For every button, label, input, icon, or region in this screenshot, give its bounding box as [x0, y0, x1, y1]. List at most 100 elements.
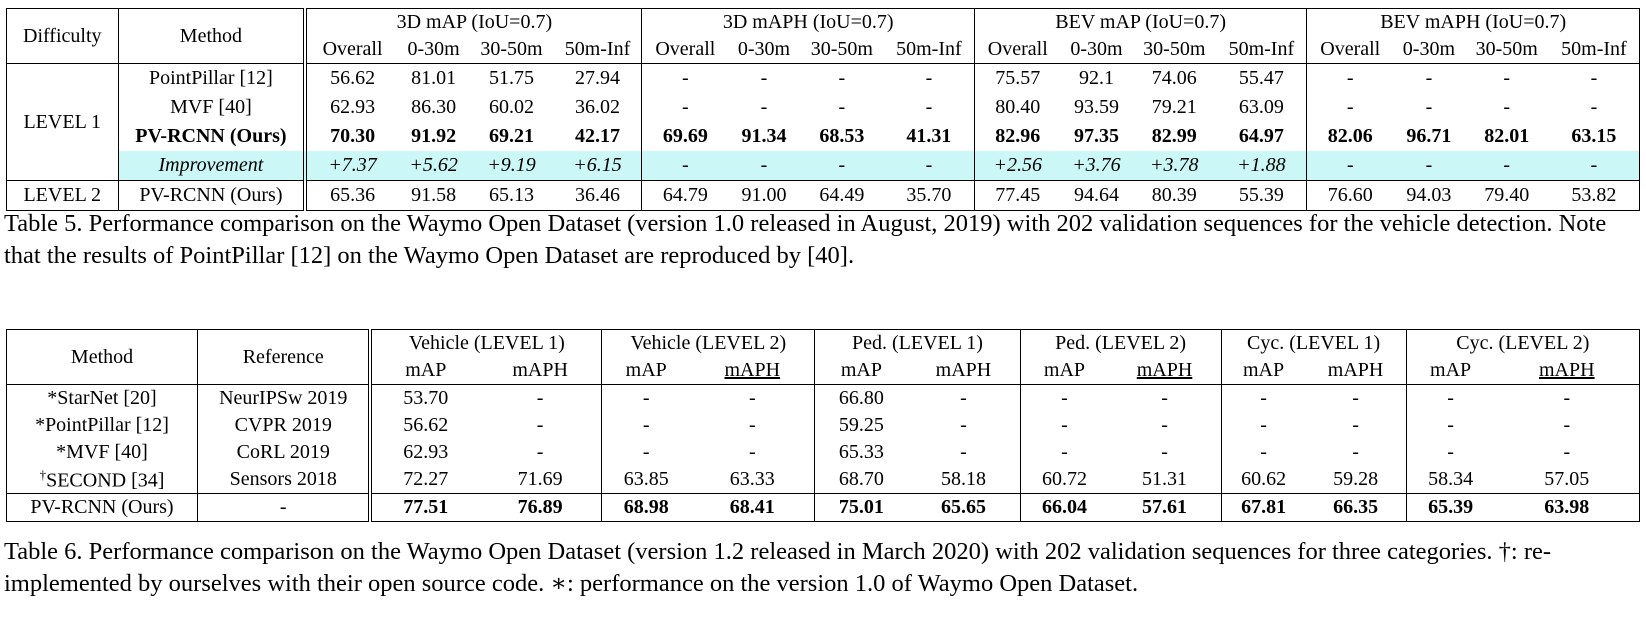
table-cell: 58.34: [1405, 466, 1495, 494]
subcol-header: Overall: [1306, 35, 1394, 64]
table-cell: 59.25: [814, 412, 908, 439]
table-cell: -: [1019, 384, 1109, 412]
table-cell: -: [760, 96, 768, 118]
table-cell: 64.49: [819, 184, 865, 206]
subcol-header: mAP: [368, 356, 480, 385]
table-cell: 60.72: [1019, 466, 1109, 494]
table-cell: -: [1494, 439, 1640, 466]
table-cell: 65.13: [488, 184, 534, 206]
header-reference: Reference: [197, 329, 371, 385]
table-cell: -: [1393, 151, 1465, 181]
table-cell: 65.33: [814, 439, 908, 466]
table-cell: 65.65: [940, 496, 986, 518]
table-cell: 67.81: [1220, 493, 1306, 522]
table-cell: 51.31: [1142, 468, 1188, 490]
dagger-mark: †: [39, 466, 47, 482]
table-cell: 69.21: [488, 125, 534, 147]
reference: -: [197, 493, 371, 522]
subcol-header: Overall: [641, 35, 729, 64]
table-6: Method Reference Vehicle (LEVEL 1) Vehic…: [5, 329, 1641, 522]
table-cell: 60.02: [488, 96, 534, 118]
table-cell: 66.80: [814, 384, 908, 412]
table-cell: -: [1494, 412, 1640, 439]
table-cell: +9.19: [469, 151, 554, 181]
table-cell: -: [1425, 67, 1433, 89]
table-cell: 58.18: [940, 468, 986, 490]
subcol-header: mAP: [1019, 356, 1109, 385]
table-cell: -: [1161, 441, 1168, 463]
table-cell: 59.28: [1333, 468, 1379, 490]
table-cell: 62.93: [368, 439, 480, 466]
table-cell: +6.15: [553, 151, 642, 181]
table-cell: 64.97: [1238, 125, 1284, 147]
table-cell: -: [1548, 93, 1640, 122]
table-cell: -: [1548, 63, 1640, 93]
header-group: BEV mAP (IoU=0.7): [973, 8, 1307, 35]
table-cell: -: [536, 387, 544, 409]
table-cell: 79.21: [1151, 96, 1197, 118]
subcol-header: Overall: [303, 35, 398, 64]
table-cell: 94.03: [1406, 184, 1452, 206]
table-6-caption: Table 6. Performance comparison on the W…: [4, 538, 1552, 597]
subcol-header: mAPH: [907, 356, 1020, 385]
table-cell: 63.15: [1548, 122, 1640, 151]
table-cell: -: [1220, 412, 1306, 439]
subcol-header: 0-30m: [728, 35, 800, 64]
table-cell: 79.40: [1484, 184, 1530, 206]
table-cell: 60.62: [1220, 466, 1306, 494]
method-label: *MVF [40]: [56, 441, 148, 463]
subcol-header: 50m-Inf: [883, 35, 975, 64]
header-group: Vehicle (LEVEL 2): [601, 329, 815, 356]
table-cell: 51.75: [488, 67, 534, 89]
table-cell: +1.88: [1216, 151, 1307, 181]
table-cell: -: [1306, 63, 1394, 93]
table-cell: -: [728, 151, 800, 181]
table-cell: 57.05: [1494, 466, 1640, 494]
table-cell: -: [1220, 439, 1306, 466]
subcol-header: 0-30m: [1393, 35, 1465, 64]
subcol-header: 30-50m: [799, 35, 884, 64]
table-cell: 56.62: [303, 63, 398, 93]
subcol-header: mAP: [1220, 356, 1306, 385]
table-cell: 91.58: [411, 184, 457, 206]
table-cell: 82.96: [973, 122, 1061, 151]
subcol-header: mAPH: [690, 356, 815, 385]
table-cell: -: [748, 441, 756, 463]
table-cell: 63.09: [1238, 96, 1284, 118]
table-cell: 53.82: [1548, 180, 1640, 211]
table-cell: -: [641, 93, 729, 122]
table-cell: 68.53: [819, 125, 865, 147]
table-cell: 63.98: [1494, 493, 1640, 522]
method-name: †SECOND [34]: [5, 466, 199, 494]
table-cell: +7.37: [303, 151, 398, 181]
method-label: *PointPillar [12]: [35, 414, 169, 436]
method-label: *StarNet [20]: [47, 387, 157, 409]
table-cell: -: [960, 414, 967, 436]
reference: CoRL 2019: [197, 439, 371, 466]
reference: NeurIPSw 2019: [197, 384, 371, 412]
table-cell: 70.30: [303, 122, 398, 151]
table-cell: 62.93: [303, 93, 398, 122]
table-cell: -: [1161, 387, 1168, 409]
table-cell: -: [960, 387, 967, 409]
subcol-header: 30-50m: [469, 35, 554, 64]
table-cell: 66.04: [1019, 493, 1109, 522]
level-label: LEVEL 1: [6, 63, 119, 181]
table-cell: 53.70: [368, 384, 480, 412]
table-cell: -: [1425, 96, 1433, 118]
table-cell: 93.59: [1073, 96, 1119, 118]
subcol-header: 30-50m: [1132, 35, 1217, 64]
table-cell: -: [883, 151, 975, 181]
table-cell: 35.70: [906, 184, 952, 206]
table-cell: 68.41: [729, 496, 775, 518]
table-cell: -: [536, 441, 544, 463]
table-cell: -: [838, 67, 846, 89]
table-cell: 56.62: [368, 412, 480, 439]
table-cell: -: [1548, 151, 1640, 181]
table-cell: 42.17: [575, 125, 620, 147]
table-cell: 76.60: [1306, 180, 1394, 211]
table-cell: 72.27: [368, 466, 480, 494]
table-cell: -: [601, 412, 691, 439]
subcol-header: mAP: [601, 356, 691, 385]
table-cell: -: [799, 151, 884, 181]
